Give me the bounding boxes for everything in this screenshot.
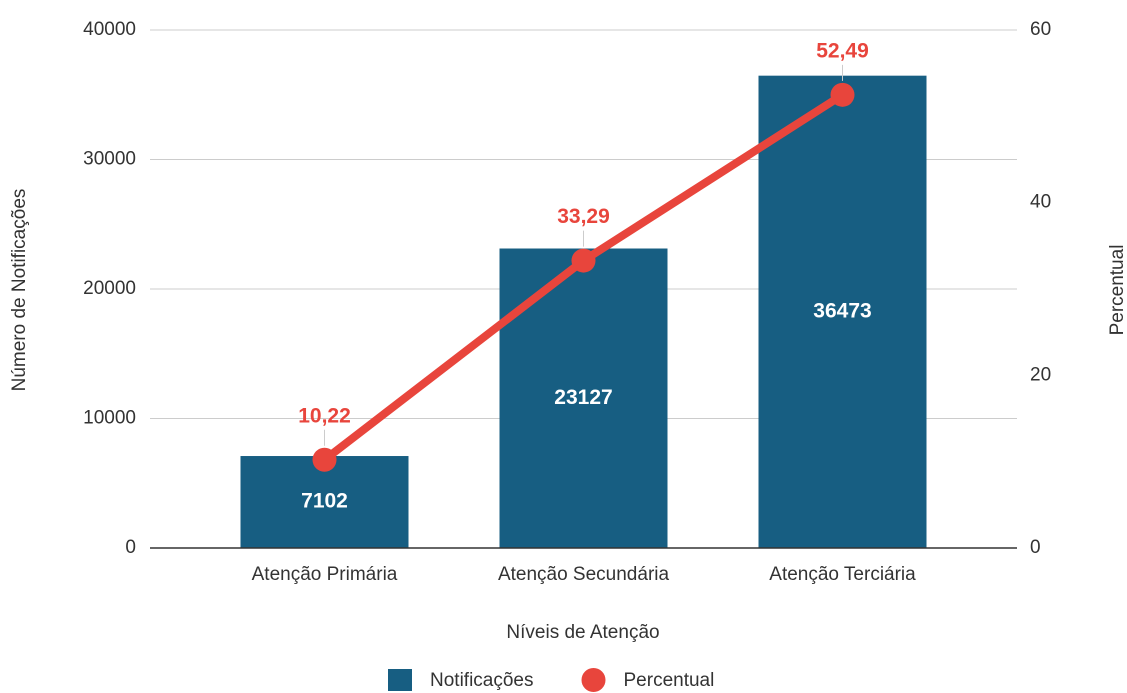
point-value-label: 52,49 xyxy=(816,39,869,62)
bar-value-label: 36473 xyxy=(813,299,871,322)
bar-value-label: 23127 xyxy=(554,386,612,409)
y2-tick-label: 40 xyxy=(1030,192,1051,213)
y-axis-label: Número de Notificações xyxy=(9,189,30,392)
bar xyxy=(758,75,927,548)
line-point xyxy=(571,248,596,273)
x-tick-label: Atenção Terciária xyxy=(769,564,916,585)
bar-value-label: 7102 xyxy=(301,490,348,513)
y2-tick-label: 20 xyxy=(1030,364,1051,385)
x-tick-label: Atenção Primária xyxy=(252,564,398,585)
y-tick-label: 30000 xyxy=(83,149,136,170)
x-axis-label: Níveis de Atenção xyxy=(506,622,659,643)
y-tick-label: 20000 xyxy=(83,278,136,299)
line-point xyxy=(830,82,855,107)
line-point xyxy=(312,447,337,472)
point-value-label: 10,22 xyxy=(298,404,351,427)
legend-label: Percentual xyxy=(624,670,715,691)
y-tick-label: 0 xyxy=(125,537,136,558)
y-tick-label: 40000 xyxy=(83,19,136,40)
y-tick-label: 10000 xyxy=(83,408,136,429)
legend-swatch xyxy=(388,669,412,691)
x-tick-label: Atenção Secundária xyxy=(498,564,670,585)
y2-axis-label: Percentual xyxy=(1107,245,1127,336)
legend-label: Notificações xyxy=(430,670,534,691)
y2-tick-label: 0 xyxy=(1030,537,1041,558)
point-value-label: 33,29 xyxy=(557,205,610,228)
bar xyxy=(499,248,668,548)
legend-swatch xyxy=(581,668,606,692)
y2-tick-label: 60 xyxy=(1030,19,1051,40)
